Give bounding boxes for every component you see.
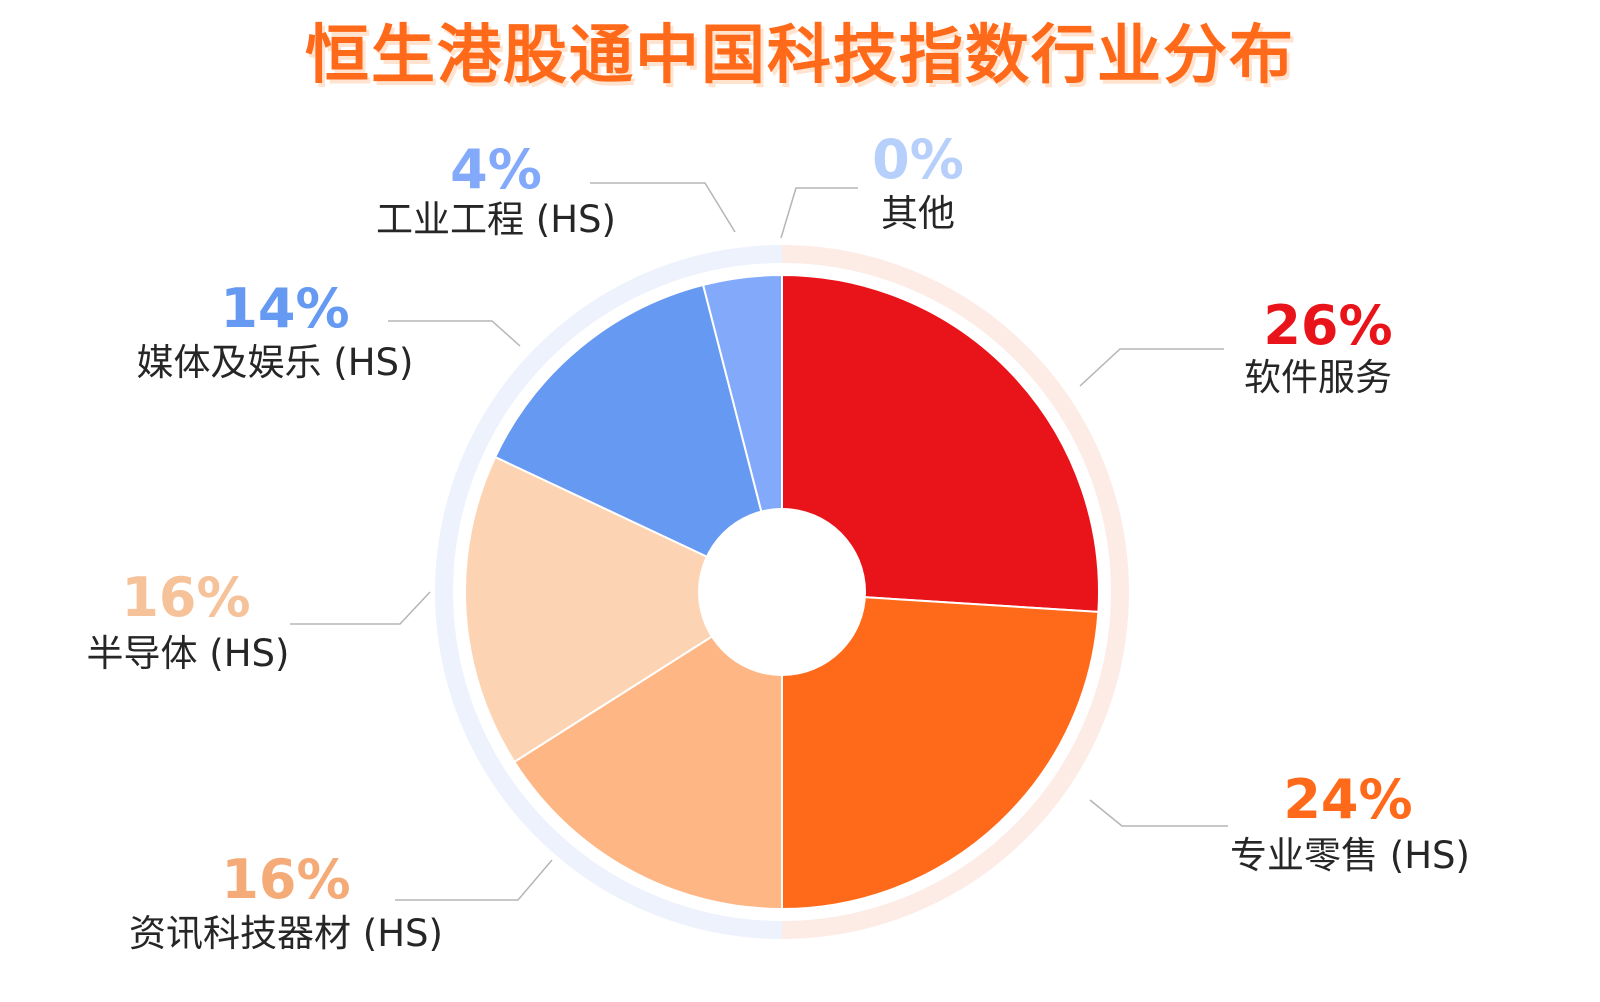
pie-slice: [512, 590, 783, 911]
slice-value-label: 16%: [221, 848, 350, 911]
pie-slice: [781, 273, 1100, 613]
pie-slice: [493, 283, 784, 594]
slice-value-label: 4%: [450, 138, 542, 201]
slice-category-label: 其他: [881, 192, 955, 235]
halo-ring-cool: [435, 245, 783, 939]
leader-line: [1079, 348, 1224, 387]
pie-slice: [781, 590, 1100, 911]
slice-category-label: 专业零售 (HS): [1230, 834, 1470, 877]
leader-line: [395, 859, 553, 901]
slice-category-label: 软件服务: [1244, 356, 1392, 399]
halo-ring-warm: [781, 245, 1129, 939]
slice-value-label: 0%: [872, 128, 964, 191]
leader-line: [590, 182, 736, 233]
slice-category-label: 媒体及娱乐 (HS): [137, 341, 414, 384]
slice-value-label: 26%: [1263, 294, 1392, 357]
slice-category-label: 半导体 (HS): [87, 632, 290, 675]
slice-value-label: 24%: [1283, 768, 1412, 831]
slice-category-label: 工业工程 (HS): [376, 198, 616, 241]
slice-value-label: 14%: [220, 277, 349, 340]
leader-line: [1089, 799, 1228, 827]
donut-hole: [698, 508, 866, 676]
pie-slice: [464, 455, 785, 764]
leader-line: [780, 187, 858, 239]
chart-title: 恒生港股通中国科技指数行业分布: [305, 19, 1295, 93]
leader-line: [388, 320, 521, 347]
slice-category-label: 资讯科技器材 (HS): [129, 912, 443, 955]
leader-line: [290, 591, 431, 625]
slice-value-label: 16%: [121, 566, 250, 629]
